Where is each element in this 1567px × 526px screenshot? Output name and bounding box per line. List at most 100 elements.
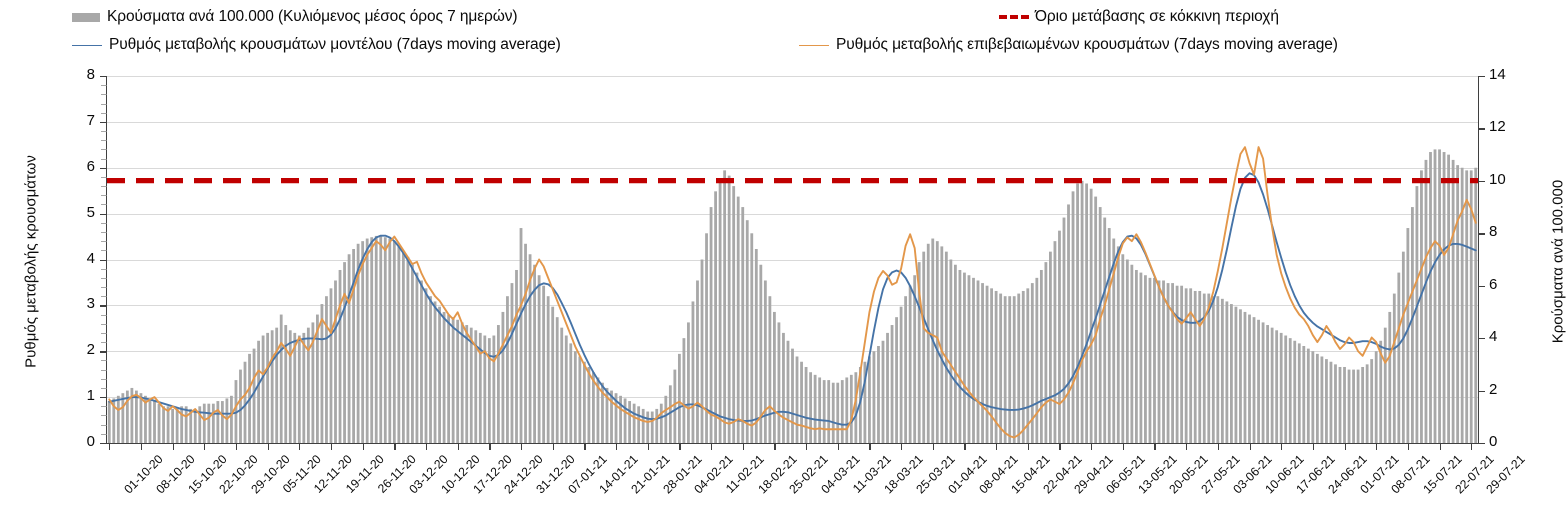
- y-axis-tick-left: [100, 213, 107, 215]
- y-axis-tick-left: [100, 443, 107, 445]
- y-axis-minor-tick-left: [101, 406, 107, 408]
- x-axis-tick: [140, 443, 143, 450]
- y-axis-tick-right: [1478, 285, 1485, 287]
- legend-label-bars: Κρούσματα ανά 100.000 (Κυλιόμενος μέσος …: [107, 8, 518, 25]
- y-axis-minor-tick-left: [101, 149, 107, 151]
- y-axis-tick-label-left: 7: [86, 111, 95, 129]
- y-axis-tick-left: [100, 397, 107, 399]
- gridline: [107, 259, 1478, 261]
- y-axis-minor-tick-left: [101, 231, 107, 233]
- y-axis-minor-tick-left: [101, 103, 107, 105]
- y-axis-tick-right: [1478, 390, 1485, 392]
- chart-legend: Κρούσματα ανά 100.000 (Κυλιόμενος μέσος …: [0, 0, 1567, 60]
- y-axis-tick-label-right: 14: [1489, 66, 1506, 83]
- y-axis-minor-tick-left: [101, 433, 107, 435]
- y-axis-minor-tick-left: [101, 342, 107, 344]
- line-swatch-orange-icon: [799, 44, 829, 46]
- y-axis-tick-label-left: 1: [86, 387, 95, 405]
- y-axis-tick-left: [100, 351, 107, 353]
- x-axis-tick: [1376, 443, 1378, 450]
- y-axis-tick-left: [100, 305, 107, 307]
- legend-item-threshold: Όριο μετάβασης σε κόκκινη περιοχή: [999, 8, 1279, 26]
- x-axis-tick: [425, 443, 428, 450]
- legend-label-model-line: Ρυθμός μεταβολής κρουσμάτων μοντέλου (7d…: [109, 36, 561, 53]
- x-axis-tick: [172, 443, 174, 450]
- x-axis-tick: [109, 443, 111, 450]
- x-axis-tick: [1439, 443, 1441, 450]
- legend-label-threshold: Όριο μετάβασης σε κόκκινη περιοχή: [1035, 8, 1279, 25]
- y-axis-minor-tick-left: [101, 158, 107, 160]
- y-axis-minor-tick-left: [101, 332, 107, 334]
- y-axis-minor-tick-left: [101, 387, 107, 389]
- x-axis-tick: [869, 443, 871, 450]
- y-axis-tick-label-right: 6: [1489, 275, 1498, 293]
- y-axis-tick-right: [1478, 180, 1485, 183]
- y-axis-tick-right: [1478, 338, 1485, 340]
- y-axis-tick-label-left: 5: [86, 203, 95, 221]
- x-axis-tick: [1027, 443, 1029, 450]
- x-axis-tick: [330, 443, 333, 450]
- x-axis-tick: [1471, 443, 1473, 450]
- y-axis-minor-tick-left: [101, 277, 107, 279]
- gridline: [107, 76, 1478, 77]
- legend-item-confirmed-line: Ρυθμός μεταβολής επιβεβαιωμένων κρουσμάτ…: [799, 36, 1338, 54]
- gridline: [107, 213, 1478, 215]
- y-axis-minor-tick-left: [101, 176, 107, 178]
- y-axis-right-line: [1478, 76, 1480, 443]
- x-axis-tick: [267, 443, 269, 450]
- legend-item-model-line: Ρυθμός μεταβολής κρουσμάτων μοντέλου (7d…: [72, 36, 561, 54]
- y-axis-minor-tick-left: [101, 112, 107, 114]
- y-axis-tick-label-left: 6: [86, 157, 95, 175]
- x-axis-tick: [1186, 443, 1188, 450]
- x-axis-tick: [964, 443, 966, 450]
- y-axis-minor-tick-left: [101, 204, 107, 206]
- y-axis-minor-tick-left: [101, 314, 107, 316]
- x-axis-tick: [679, 443, 681, 450]
- y-axis-minor-tick-left: [101, 268, 107, 270]
- x-axis-line: [107, 443, 1478, 445]
- x-axis-tick: [837, 443, 839, 450]
- y-axis-tick-right: [1478, 443, 1485, 445]
- y-axis-tick-label-left: 2: [86, 341, 95, 359]
- x-axis-tick: [1091, 443, 1093, 450]
- y-axis-tick-label-right: 0: [1489, 433, 1498, 450]
- y-axis-tick-label-left: 8: [86, 66, 95, 83]
- y-axis-minor-tick-left: [101, 140, 107, 142]
- x-axis-tick: [362, 443, 364, 450]
- x-axis-tick: [806, 443, 808, 450]
- y-axis-minor-tick-left: [101, 378, 107, 380]
- x-axis-tick: [1281, 443, 1283, 450]
- bar-series: [107, 149, 1478, 444]
- legend-label-confirmed-line: Ρυθμός μεταβολής επιβεβαιωμένων κρουσμάτ…: [836, 36, 1338, 53]
- y-axis-minor-tick-left: [101, 360, 107, 362]
- x-axis-tick: [1312, 443, 1315, 450]
- y-axis-tick-right: [1478, 233, 1485, 235]
- legend-item-bars: Κρούσματα ανά 100.000 (Κυλιόμενος μέσος …: [72, 8, 518, 26]
- x-axis-tick: [774, 443, 776, 450]
- x-axis-tick: [932, 443, 934, 450]
- y-axis-minor-tick-left: [101, 323, 107, 325]
- x-axis-tick: [1154, 443, 1156, 450]
- x-axis-tick: [552, 443, 554, 450]
- x-axis-tick: [1217, 443, 1219, 450]
- y-axis-tick-label-right: 4: [1489, 328, 1498, 346]
- x-axis-tick: [996, 443, 998, 450]
- y-axis-tick-label-left: 4: [86, 249, 95, 267]
- y-axis-minor-tick-left: [101, 85, 107, 87]
- y-axis-title-left: Ρυθμός μεταβολής κρουσμάτων: [22, 155, 40, 368]
- line-swatch-icon: [72, 44, 102, 46]
- y-axis-tick-label-left: 3: [86, 295, 95, 313]
- y-axis-minor-tick-left: [101, 369, 107, 371]
- gridline: [107, 121, 1478, 123]
- y-axis-minor-tick-left: [101, 296, 107, 298]
- x-axis-tick: [1249, 443, 1251, 450]
- x-axis-tick: [394, 443, 396, 450]
- x-axis-tick: [742, 443, 744, 450]
- y-axis-tick-left: [100, 76, 107, 78]
- x-axis-tick: [711, 443, 713, 450]
- x-axis-tick: [1122, 443, 1124, 450]
- y-axis-tick-label-right: 10: [1489, 170, 1506, 188]
- y-axis-minor-tick-left: [101, 287, 107, 289]
- y-axis-tick-left: [100, 121, 107, 124]
